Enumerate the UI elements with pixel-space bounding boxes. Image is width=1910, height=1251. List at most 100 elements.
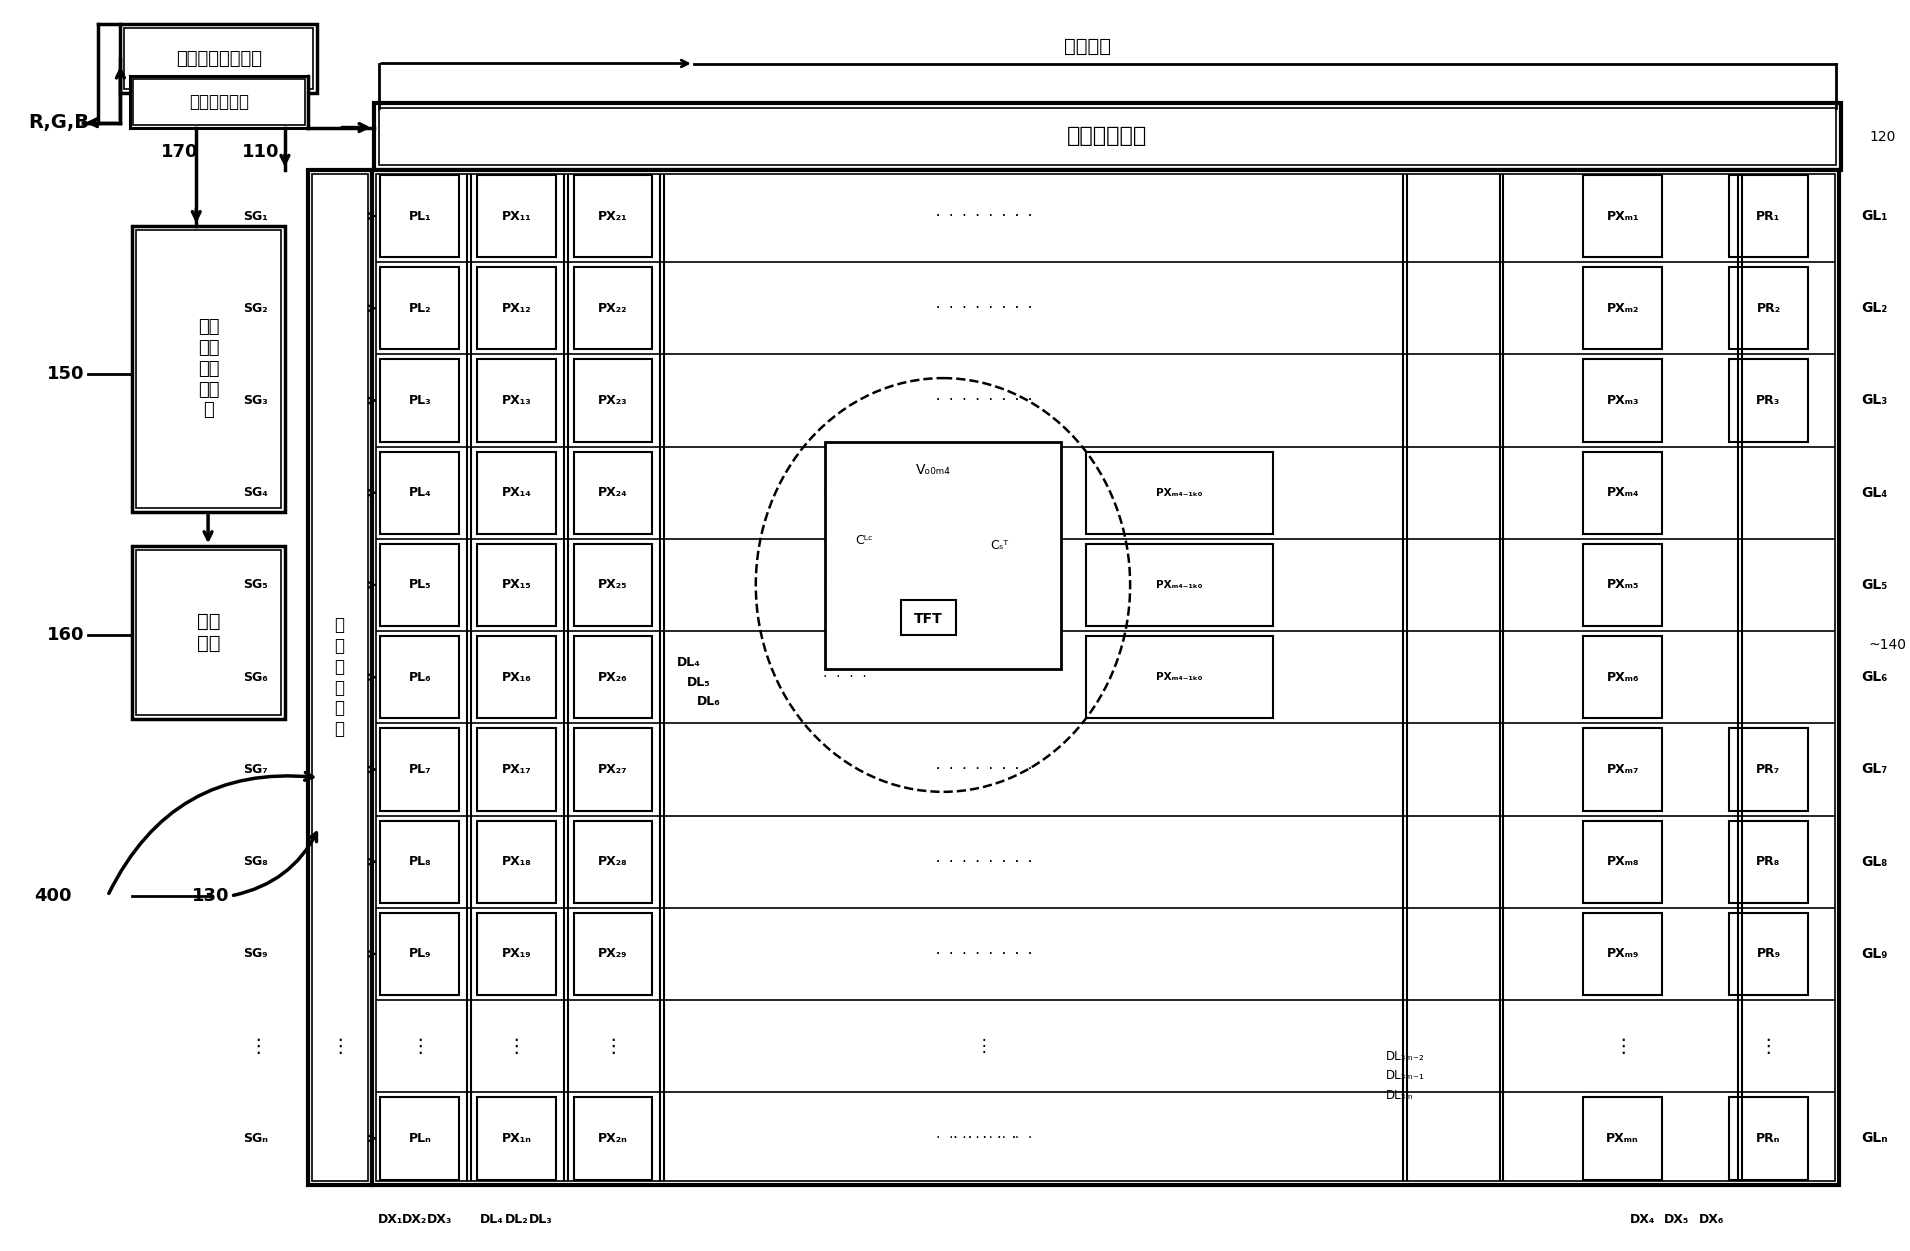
Text: R,G,B: R,G,B — [29, 113, 90, 133]
Text: PX₁₂: PX₁₂ — [502, 301, 531, 315]
Text: GL₅: GL₅ — [1860, 578, 1887, 592]
Text: 120: 120 — [1870, 130, 1895, 144]
Bar — [1583, 913, 1662, 995]
Bar — [380, 821, 458, 903]
Text: ·  ·  ·  ·: · · · · — [823, 671, 867, 684]
Text: DL₅: DL₅ — [688, 676, 711, 688]
Bar — [478, 359, 556, 442]
Text: DX₁: DX₁ — [378, 1212, 403, 1226]
Text: ⋮: ⋮ — [330, 1037, 350, 1056]
Text: PXₘ₄: PXₘ₄ — [1606, 487, 1639, 499]
Text: PXₘ₅: PXₘ₅ — [1606, 578, 1639, 592]
Text: PX₂₂: PX₂₂ — [598, 301, 628, 315]
Text: 数据驱动单元: 数据驱动单元 — [1068, 126, 1148, 146]
Text: PL₉: PL₉ — [409, 947, 432, 961]
Text: ·  ·  ·  ·: · · · · — [823, 485, 867, 499]
Bar — [1583, 1097, 1662, 1180]
Text: ⋮: ⋮ — [1612, 1037, 1633, 1056]
Bar — [478, 728, 556, 811]
Text: DL₆: DL₆ — [697, 696, 720, 708]
Text: PX₂₄: PX₂₄ — [598, 487, 628, 499]
Text: PL₃: PL₃ — [409, 394, 432, 407]
Text: SG₂: SG₂ — [244, 301, 267, 315]
Bar — [478, 1097, 556, 1180]
Text: SG₇: SG₇ — [243, 763, 267, 776]
Bar — [311, 174, 367, 1181]
Text: GL₈: GL₈ — [1860, 854, 1887, 868]
Text: SG₃: SG₃ — [243, 394, 267, 407]
Text: PX₂₅: PX₂₅ — [598, 578, 628, 592]
Text: SG₄: SG₄ — [243, 487, 267, 499]
Text: PX₁₈: PX₁₈ — [502, 856, 531, 868]
Bar — [380, 728, 458, 811]
Text: ·  ·  ·  ·  ·  ·  ·  ·: · · · · · · · · — [936, 394, 1033, 408]
Bar — [573, 266, 653, 349]
Text: DL₃ₘ₋₁: DL₃ₘ₋₁ — [1387, 1070, 1425, 1082]
Text: PX₁₃: PX₁₃ — [502, 394, 531, 407]
Text: ·  ·  ·  ·  ·  ·  ·  ·: · · · · · · · · — [936, 947, 1033, 961]
Bar — [1729, 728, 1809, 811]
Text: PX₁₇: PX₁₇ — [502, 763, 531, 776]
Text: ·  ·  ·  ·  ·  ·  ·  ·: · · · · · · · · — [936, 209, 1033, 223]
Text: GLₙ: GLₙ — [1860, 1131, 1887, 1146]
Text: ·  ·  ·  ·  ·  ·  ·  ·: · · · · · · · · — [936, 301, 1033, 315]
Bar — [478, 266, 556, 349]
Text: PXₘ₇: PXₘ₇ — [1606, 763, 1639, 776]
Text: DX₂: DX₂ — [403, 1212, 428, 1226]
Bar — [308, 170, 372, 1185]
Text: 110: 110 — [241, 143, 279, 161]
Text: ⋮: ⋮ — [604, 1037, 623, 1056]
Bar — [573, 728, 653, 811]
Text: SG₅: SG₅ — [243, 578, 267, 592]
Bar — [380, 175, 458, 258]
Bar — [132, 547, 285, 718]
Bar — [478, 821, 556, 903]
Bar — [124, 28, 313, 89]
Bar — [1729, 913, 1809, 995]
Text: ⋮: ⋮ — [1759, 1037, 1778, 1056]
Text: DL₄: DL₄ — [676, 656, 701, 669]
Text: 150: 150 — [46, 365, 84, 383]
Text: DL₄: DL₄ — [479, 1212, 504, 1226]
Text: SG₆: SG₆ — [243, 671, 267, 684]
Text: PR₈: PR₈ — [1757, 856, 1780, 868]
Text: DX₆: DX₆ — [1698, 1212, 1725, 1226]
Text: ⋮: ⋮ — [506, 1037, 525, 1056]
Text: ~140: ~140 — [1870, 638, 1906, 652]
Text: ·  ·  ·  ·  ·  ·  ·  ·: · · · · · · · · — [936, 301, 1033, 315]
Text: 130: 130 — [193, 887, 229, 904]
Bar — [1085, 544, 1272, 627]
Text: ·  ·  ·  ·  ·  ·  ·  ·: · · · · · · · · — [936, 1131, 1033, 1146]
Text: GL₂: GL₂ — [1860, 301, 1887, 315]
Text: ·  ·  ·  ·  ·  ·  ·  ·: · · · · · · · · — [936, 854, 1033, 868]
Bar — [1583, 821, 1662, 903]
Text: ·  ·  ·  ·  ·  ·  ·  ·: · · · · · · · · — [936, 762, 1033, 777]
Text: 扫
描
驱
动
单
元: 扫 描 驱 动 单 元 — [334, 617, 344, 738]
Text: 色序时间控制电路: 色序时间控制电路 — [176, 50, 262, 68]
Text: PL₈: PL₈ — [409, 856, 432, 868]
Text: DX₄: DX₄ — [1629, 1212, 1656, 1226]
Bar — [1583, 728, 1662, 811]
Bar — [478, 452, 556, 534]
Text: PL₄: PL₄ — [409, 487, 432, 499]
Bar — [1583, 175, 1662, 258]
Text: PX₁₆: PX₁₆ — [502, 671, 531, 684]
Text: GL₃: GL₃ — [1860, 394, 1887, 408]
Text: DX₅: DX₅ — [1664, 1212, 1690, 1226]
Bar — [478, 175, 556, 258]
Text: ·  ·  ·  ·  ·  ·  ·  ·: · · · · · · · · — [936, 854, 1033, 868]
Text: PXₘ₆: PXₘ₆ — [1606, 671, 1639, 684]
Text: PX₂₃: PX₂₃ — [598, 394, 628, 407]
Bar — [134, 79, 304, 125]
Text: Vₒ₀ₘ₄: Vₒ₀ₘ₄ — [915, 463, 951, 477]
Bar — [380, 544, 458, 627]
Text: PXₘ₃: PXₘ₃ — [1606, 394, 1639, 407]
Text: SG₈: SG₈ — [243, 856, 267, 868]
Text: PX₁₁: PX₁₁ — [502, 209, 531, 223]
Bar — [1729, 266, 1809, 349]
Text: GL₉: GL₉ — [1860, 947, 1887, 961]
Text: DL₃: DL₃ — [529, 1212, 552, 1226]
Text: PL₇: PL₇ — [409, 763, 432, 776]
Bar — [378, 108, 1836, 165]
Text: PR₃: PR₃ — [1757, 394, 1780, 407]
